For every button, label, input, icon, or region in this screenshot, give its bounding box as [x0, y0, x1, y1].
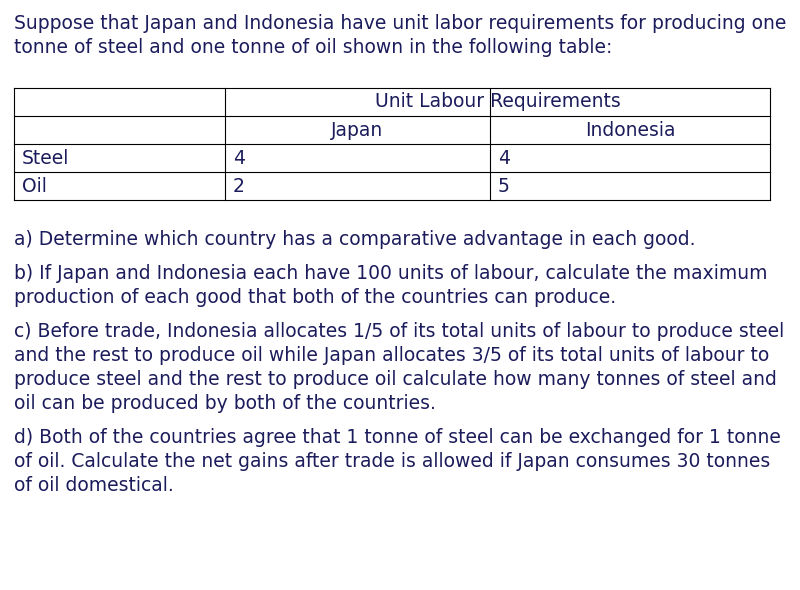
Text: Unit Labour Requirements: Unit Labour Requirements — [374, 93, 620, 112]
Text: c) Before trade, Indonesia allocates 1/5 of its total units of labour to produce: c) Before trade, Indonesia allocates 1/5… — [14, 322, 784, 341]
Text: 5: 5 — [498, 176, 510, 195]
Text: b) If Japan and Indonesia each have 100 units of labour, calculate the maximum: b) If Japan and Indonesia each have 100 … — [14, 264, 767, 283]
Text: 4: 4 — [233, 149, 245, 168]
Text: produce steel and the rest to produce oil calculate how many tonnes of steel and: produce steel and the rest to produce oi… — [14, 370, 777, 389]
Text: and the rest to produce oil while Japan allocates 3/5 of its total units of labo: and the rest to produce oil while Japan … — [14, 346, 770, 365]
Text: Japan: Japan — [331, 120, 384, 139]
Text: Steel: Steel — [22, 149, 70, 168]
Text: of oil domestical.: of oil domestical. — [14, 476, 174, 495]
Text: Suppose that Japan and Indonesia have unit labor requirements for producing one: Suppose that Japan and Indonesia have un… — [14, 14, 786, 33]
Text: of oil. Calculate the net gains after trade is allowed if Japan consumes 30 tonn: of oil. Calculate the net gains after tr… — [14, 452, 770, 471]
Text: tonne of steel and one tonne of oil shown in the following table:: tonne of steel and one tonne of oil show… — [14, 38, 612, 57]
Text: d) Both of the countries agree that 1 tonne of steel can be exchanged for 1 tonn: d) Both of the countries agree that 1 to… — [14, 428, 781, 447]
Text: Indonesia: Indonesia — [585, 120, 675, 139]
Text: 4: 4 — [498, 149, 510, 168]
Text: a) Determine which country has a comparative advantage in each good.: a) Determine which country has a compara… — [14, 230, 695, 249]
Text: production of each good that both of the countries can produce.: production of each good that both of the… — [14, 288, 616, 307]
Text: oil can be produced by both of the countries.: oil can be produced by both of the count… — [14, 394, 436, 413]
Text: Oil: Oil — [22, 176, 47, 195]
Text: 2: 2 — [233, 176, 245, 195]
